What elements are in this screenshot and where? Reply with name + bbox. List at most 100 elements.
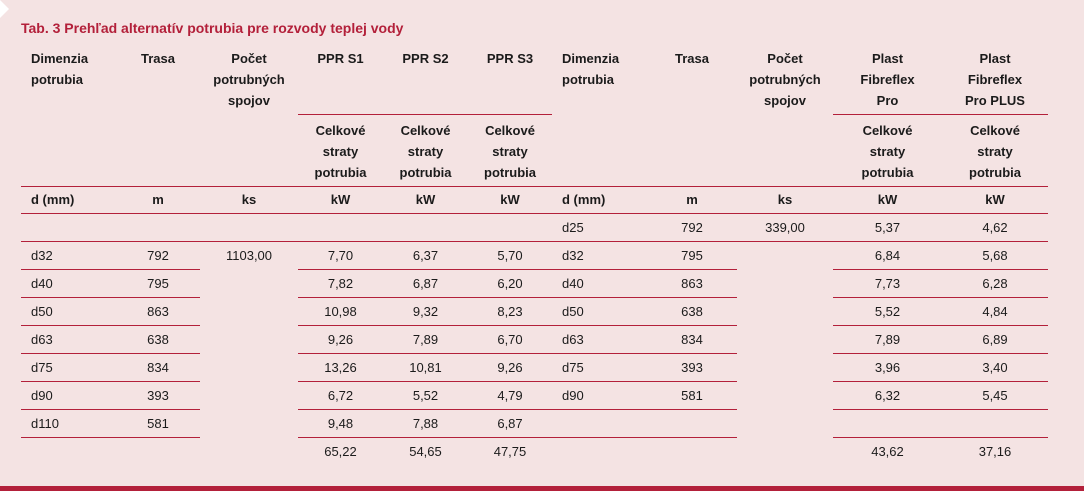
- cell-fibreflex-pro-plus: 5,45: [942, 381, 1048, 410]
- header-trasa: Trasa: [141, 51, 175, 66]
- cell-trasa-right: 792: [647, 213, 737, 242]
- table-row: d40 795 7,82 6,87 6,20 d40 863 7,73 6,28: [21, 269, 1048, 298]
- cell-trasa-right: 638: [647, 297, 737, 326]
- cell-dimension: d32: [21, 241, 116, 270]
- subheader-losses: Celkové straty potrubia: [833, 114, 942, 187]
- cell-fibreflex-pro-plus: 6,89: [942, 325, 1048, 354]
- cell-trasa: 638: [116, 325, 200, 354]
- table-row: d25 792 339,00 5,37 4,62: [21, 213, 1048, 242]
- unit-cell: kW: [298, 186, 383, 214]
- cell-ppr-s3: 4,79: [468, 381, 552, 410]
- unit-cell: kW: [383, 186, 468, 214]
- cell-trasa-right: 834: [647, 325, 737, 354]
- cell-spoje: [200, 213, 298, 242]
- cell-dimension-right: d63: [552, 325, 647, 354]
- cell-ppr-s3: 9,26: [468, 353, 552, 382]
- unit-cell: d (mm): [21, 186, 116, 214]
- cell-dimension: d50: [21, 297, 116, 326]
- header-fibreflex-pro-plus: Plast Fibreflex Pro PLUS: [942, 48, 1048, 115]
- cell-fibreflex-pro-plus: [942, 409, 1048, 438]
- cell-dimension-right: d90: [552, 381, 647, 410]
- cell-fibreflex-pro-plus: 5,68: [942, 241, 1048, 270]
- cell-fibreflex-pro: 5,37: [833, 213, 942, 242]
- cell-ppr-s3: 5,70: [468, 241, 552, 270]
- cell-ppr-s1: 10,98: [298, 297, 383, 326]
- cell-trasa-right: 863: [647, 269, 737, 298]
- units-row: d (mm) m ks kW kW kW d (mm) m ks kW kW: [21, 186, 1048, 214]
- table-row: d110 581 9,48 7,88 6,87: [21, 409, 1048, 438]
- cell-fibreflex-pro-plus: 4,62: [942, 213, 1048, 242]
- cell-spoje-right: [737, 382, 833, 410]
- subheader-losses: Celkové straty potrubia: [298, 114, 383, 187]
- cell-fibreflex-pro: 3,96: [833, 353, 942, 382]
- unit-cell: d (mm): [552, 186, 647, 214]
- cell-fibreflex-pro: 7,89: [833, 325, 942, 354]
- cell-trasa: 834: [116, 353, 200, 382]
- total-ppr-s1: 65,22: [324, 444, 357, 459]
- cell-spoje: [200, 298, 298, 326]
- cell-fibreflex-pro: 6,32: [833, 381, 942, 410]
- cell-spoje-right: [737, 270, 833, 298]
- total-ppr-s3: 47,75: [493, 444, 527, 459]
- cell-dimension-right: d50: [552, 297, 647, 326]
- cell-dimension-right: [552, 409, 647, 438]
- cell-fibreflex-pro-plus: 6,28: [942, 269, 1048, 298]
- cell-spoje: [200, 354, 298, 382]
- unit-cell: ks: [737, 186, 833, 214]
- unit-cell: m: [647, 186, 737, 214]
- cell-trasa-right: 581: [647, 381, 737, 410]
- subheader-row: Celkové straty potrubia Celkové straty potru…: [21, 114, 1048, 187]
- cell-trasa: 792: [116, 241, 200, 270]
- cell-ppr-s1: 13,26: [298, 353, 383, 382]
- cell-spoje: [200, 382, 298, 410]
- subheader-losses: Celkové straty potrubia: [383, 114, 468, 187]
- cell-ppr-s1: 7,82: [298, 269, 383, 298]
- unit-cell: m: [116, 186, 200, 214]
- cell-ppr-s3: 8,23: [468, 297, 552, 326]
- header-ppr-s3: PPR S3: [468, 48, 552, 115]
- cell-ppr-s2: 5,52: [383, 381, 468, 410]
- header-row: Dimenzia potrubia Trasa Počet potrubných sp…: [21, 48, 1048, 115]
- cell-trasa-right: [647, 409, 737, 438]
- header-trasa-right: Trasa: [675, 51, 709, 66]
- cell-spoje-right: 339,00: [737, 213, 833, 242]
- table-row: d90 393 6,72 5,52 4,79 d90 581 6,32 5,45: [21, 381, 1048, 410]
- cell-ppr-s3: 6,20: [468, 269, 552, 298]
- cell-dimension: d40: [21, 269, 116, 298]
- cell-dimension: d90: [21, 381, 116, 410]
- unit-cell: kW: [468, 186, 552, 214]
- header-dimension: Dimenzia potrubia: [31, 51, 89, 87]
- cell-trasa-right: 795: [647, 241, 737, 270]
- header-spoje-right: Počet potrubných spojov: [749, 51, 821, 108]
- table-row: d32 792 1103,00 7,70 6,37 5,70 d32 795 6…: [21, 241, 1048, 270]
- cell-spoje: 1103,00: [225, 248, 273, 264]
- cell-spoje-right: [737, 354, 833, 382]
- header-ppr-s2: PPR S2: [383, 48, 468, 115]
- total-ppr-s2: 54,65: [409, 444, 442, 459]
- cell-ppr-s2: 7,89: [383, 325, 468, 354]
- cell-trasa-right: 393: [647, 353, 737, 382]
- total-fibreflex-pro-plus: 37,16: [978, 444, 1012, 459]
- cell-dimension-right: d40: [552, 269, 647, 298]
- cell-spoje-right: [737, 326, 833, 354]
- unit-cell: kW: [942, 186, 1048, 214]
- cell-ppr-s2: 10,81: [383, 353, 468, 382]
- cell-spoje: [200, 410, 298, 438]
- cell-fibreflex-pro-plus: 3,40: [942, 353, 1048, 382]
- cell-ppr-s1: 9,26: [298, 325, 383, 354]
- cell-ppr-s3: [468, 213, 552, 242]
- cell-spoje: [200, 270, 298, 298]
- cell-trasa: 393: [116, 381, 200, 410]
- header-fibreflex-pro: Plast Fibreflex Pro: [833, 48, 942, 115]
- cell-dimension: d75: [21, 353, 116, 382]
- cell-spoje-right: [737, 242, 833, 270]
- corner-notch: [0, 0, 9, 18]
- cell-ppr-s2: 6,37: [383, 241, 468, 270]
- table-title: Tab. 3 Prehľad alternatív potrubia pre r…: [21, 20, 404, 36]
- cell-dimension-right: d25: [552, 213, 647, 242]
- subheader-losses: Celkové straty potrubia: [468, 114, 552, 187]
- cell-spoje-right: [737, 410, 833, 438]
- cell-ppr-s1: 7,70: [298, 241, 383, 270]
- cell-dimension: d63: [21, 325, 116, 354]
